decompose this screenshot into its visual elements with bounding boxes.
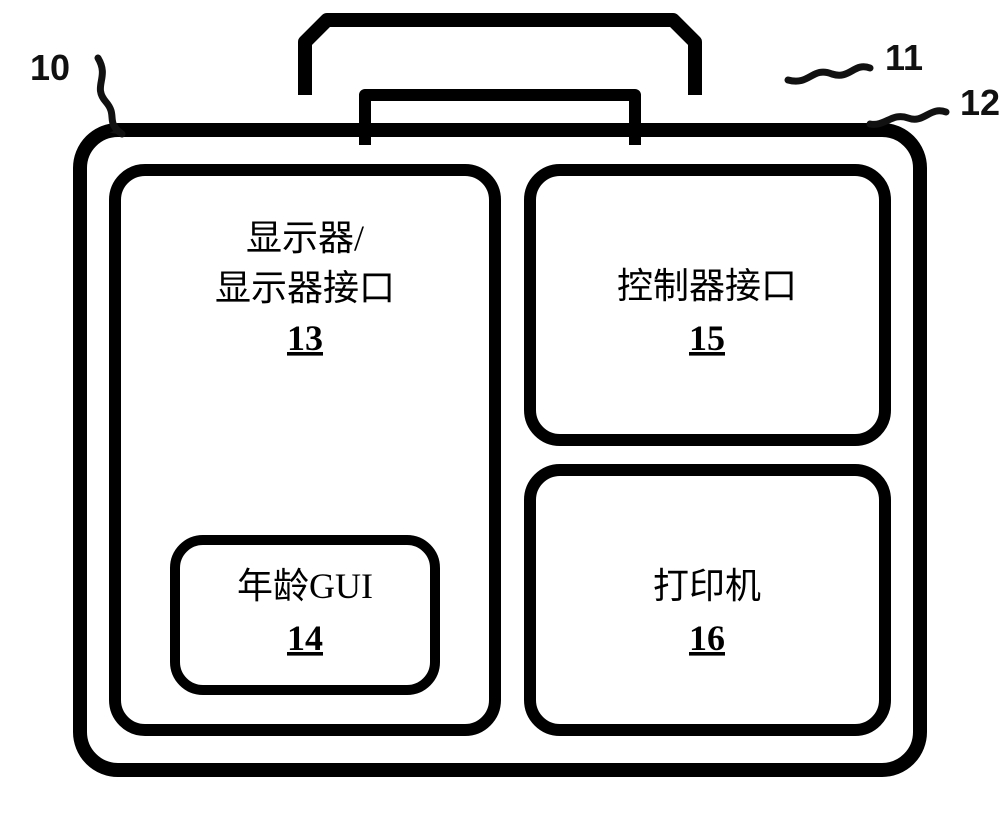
block-printer-number: 16 (689, 618, 725, 658)
callout-11-leader (788, 67, 870, 81)
block-display-number: 13 (287, 318, 323, 358)
block-display-label-line2: 显示器接口 (215, 268, 395, 308)
block-age-gui (175, 540, 435, 690)
block-display-label-line1: 显示器/ (246, 218, 364, 258)
block-age-gui-label: 年龄GUI (237, 566, 373, 606)
block-age-gui-number: 14 (287, 618, 323, 658)
block-controller-label: 控制器接口 (617, 266, 797, 306)
case-lid (305, 20, 695, 95)
callout-12: 12 (960, 82, 1000, 123)
callout-11: 11 (885, 37, 923, 78)
callout-10-leader (98, 58, 122, 134)
case-handle (365, 95, 635, 145)
diagram-root: 显示器/ 显示器接口 13 年龄GUI 14 控制器接口 15 打印机 16 1… (0, 0, 1000, 819)
block-controller-number: 15 (689, 318, 725, 358)
block-printer-label: 打印机 (653, 566, 761, 606)
callout-12-leader (870, 111, 946, 125)
callout-10: 10 (30, 47, 70, 88)
